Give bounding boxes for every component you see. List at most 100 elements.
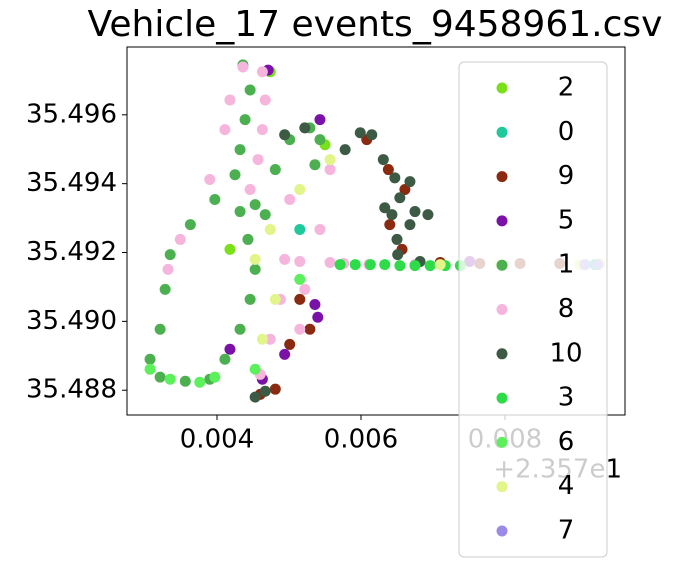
y-tick-label: 35.496 <box>26 99 117 129</box>
point <box>324 256 336 268</box>
point <box>314 223 326 235</box>
point <box>179 375 191 387</box>
point <box>159 283 171 295</box>
point <box>399 184 411 196</box>
point <box>237 61 249 73</box>
point <box>224 94 236 106</box>
point <box>377 154 389 166</box>
legend-label: 7 <box>558 516 575 546</box>
point <box>389 172 401 184</box>
point <box>269 293 281 305</box>
point <box>249 253 261 265</box>
point <box>384 219 396 231</box>
x-tick-label: 0.004 <box>180 425 254 455</box>
point <box>434 259 446 271</box>
point <box>279 348 291 360</box>
point <box>242 233 254 245</box>
point <box>249 199 261 211</box>
point <box>304 323 316 335</box>
point <box>404 219 416 231</box>
point <box>404 176 416 188</box>
legend-marker <box>496 126 508 138</box>
point <box>366 129 378 141</box>
point <box>264 333 276 345</box>
point <box>409 260 421 272</box>
point <box>382 164 394 176</box>
legend-marker <box>496 525 508 537</box>
legend-label: 8 <box>558 294 575 324</box>
point <box>284 194 296 206</box>
point <box>334 259 346 271</box>
legend-marker <box>496 481 508 493</box>
point <box>209 371 221 383</box>
chart-title: Vehicle_17 events_9458961.csv <box>88 4 663 45</box>
point <box>244 184 256 196</box>
y-tick-label: 35.488 <box>26 375 117 405</box>
point <box>294 273 306 285</box>
point <box>279 253 291 265</box>
point <box>256 333 268 345</box>
point <box>259 385 271 397</box>
point <box>422 209 434 221</box>
point <box>229 169 241 181</box>
point <box>299 283 311 295</box>
point <box>209 194 221 206</box>
point <box>144 363 156 375</box>
point <box>386 209 398 221</box>
legend-label: 2 <box>558 73 575 103</box>
point <box>324 164 336 176</box>
point <box>256 124 268 136</box>
legend-marker <box>496 171 508 183</box>
y-tick-label: 35.492 <box>26 237 117 267</box>
legend-marker <box>496 215 508 227</box>
point <box>324 154 336 166</box>
legend-label: 4 <box>558 471 575 501</box>
point <box>144 353 156 365</box>
plot-frame <box>126 46 626 416</box>
point <box>252 154 264 166</box>
point <box>379 202 391 214</box>
point <box>234 144 246 156</box>
point <box>409 206 421 218</box>
point <box>279 129 291 141</box>
legend-label: 6 <box>558 427 575 457</box>
point <box>269 383 281 395</box>
point <box>249 391 261 403</box>
point <box>354 127 366 139</box>
point <box>349 259 361 271</box>
point <box>391 233 403 245</box>
point <box>162 263 174 275</box>
point <box>164 373 176 385</box>
legend-marker <box>496 259 508 271</box>
point <box>309 298 321 310</box>
point <box>294 323 306 335</box>
point <box>234 323 246 335</box>
legend-marker <box>496 392 508 404</box>
point <box>309 159 321 171</box>
point <box>244 293 256 305</box>
point <box>239 114 251 126</box>
legend-marker <box>496 436 508 448</box>
point <box>256 66 268 78</box>
point <box>154 371 166 383</box>
legend-label: 1 <box>558 250 575 280</box>
point <box>312 311 324 323</box>
point <box>424 260 436 272</box>
point <box>249 363 261 375</box>
point <box>219 353 231 365</box>
legend-label: 5 <box>558 205 575 235</box>
point <box>364 259 376 271</box>
point <box>294 293 306 305</box>
point <box>224 343 236 355</box>
legend-marker <box>496 82 508 94</box>
point <box>294 223 306 235</box>
point <box>204 174 216 186</box>
point <box>244 84 256 96</box>
legend-label: 0 <box>558 117 575 147</box>
y-tick-label: 35.494 <box>26 168 117 198</box>
point <box>294 255 306 267</box>
point <box>194 376 206 388</box>
legend-marker <box>496 304 508 315</box>
point <box>249 263 261 275</box>
